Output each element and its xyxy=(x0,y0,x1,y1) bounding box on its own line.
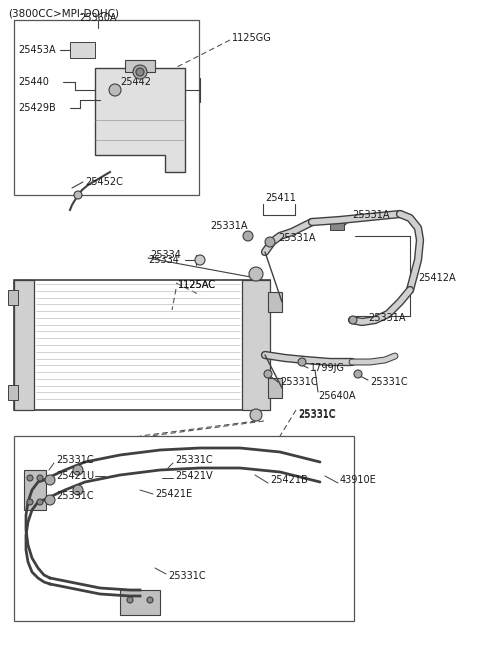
Text: 25331C: 25331C xyxy=(56,455,94,465)
Text: 25334: 25334 xyxy=(148,255,179,265)
Bar xyxy=(14,280,270,410)
Circle shape xyxy=(109,84,121,96)
Polygon shape xyxy=(24,470,46,510)
Text: 43910E: 43910E xyxy=(340,475,377,485)
Text: 25640A: 25640A xyxy=(318,391,356,401)
Circle shape xyxy=(249,267,263,281)
Circle shape xyxy=(27,475,33,481)
Text: 25421B: 25421B xyxy=(270,475,308,485)
Text: 1125AC: 1125AC xyxy=(178,280,216,290)
Bar xyxy=(268,292,282,312)
Bar xyxy=(242,280,270,410)
Circle shape xyxy=(37,499,43,505)
Text: 25412A: 25412A xyxy=(418,273,456,283)
Text: 1125GG: 1125GG xyxy=(232,33,272,43)
Text: 25452C: 25452C xyxy=(85,177,123,187)
Polygon shape xyxy=(8,385,18,400)
Circle shape xyxy=(354,370,362,378)
Bar xyxy=(14,20,199,195)
Circle shape xyxy=(45,495,55,505)
Polygon shape xyxy=(8,290,18,305)
Text: 25429B: 25429B xyxy=(18,103,56,113)
Circle shape xyxy=(127,597,133,603)
Polygon shape xyxy=(125,60,155,72)
Circle shape xyxy=(250,409,262,421)
Text: 25331A: 25331A xyxy=(352,210,389,220)
Polygon shape xyxy=(95,68,185,172)
Circle shape xyxy=(265,237,275,247)
Text: 1125AC: 1125AC xyxy=(178,280,216,290)
Circle shape xyxy=(73,465,83,475)
Text: 25331C: 25331C xyxy=(370,377,408,387)
Circle shape xyxy=(349,316,357,324)
Circle shape xyxy=(73,485,83,495)
Circle shape xyxy=(27,499,33,505)
Circle shape xyxy=(195,255,205,265)
Circle shape xyxy=(147,597,153,603)
Text: 25411: 25411 xyxy=(265,193,296,203)
Text: (3800CC>MPI-DOHC): (3800CC>MPI-DOHC) xyxy=(8,9,119,19)
Text: 25331C: 25331C xyxy=(298,409,336,419)
Bar xyxy=(14,280,34,410)
Polygon shape xyxy=(120,590,160,615)
Circle shape xyxy=(136,68,144,76)
Circle shape xyxy=(37,475,43,481)
Text: 25442: 25442 xyxy=(120,77,151,87)
Circle shape xyxy=(243,231,253,241)
Circle shape xyxy=(298,358,306,366)
Text: 25334: 25334 xyxy=(150,250,181,260)
Text: 25421U: 25421U xyxy=(56,471,94,481)
Polygon shape xyxy=(330,222,344,230)
Text: 25331A: 25331A xyxy=(368,313,406,323)
Text: 25421V: 25421V xyxy=(175,471,213,481)
Text: 25331C: 25331C xyxy=(280,377,318,387)
Text: 25331C: 25331C xyxy=(56,491,94,501)
Bar xyxy=(14,436,354,621)
Text: 25331C: 25331C xyxy=(298,410,336,420)
Text: 25331A: 25331A xyxy=(210,221,248,231)
Text: 25360A: 25360A xyxy=(79,13,117,23)
Text: 25421E: 25421E xyxy=(155,489,192,499)
Text: 25331A: 25331A xyxy=(278,233,315,243)
Bar xyxy=(268,378,282,398)
Circle shape xyxy=(133,65,147,79)
Circle shape xyxy=(45,475,55,485)
Circle shape xyxy=(264,370,272,378)
Text: 1799JG: 1799JG xyxy=(310,363,345,373)
Text: 25440: 25440 xyxy=(18,77,49,87)
Polygon shape xyxy=(70,42,95,58)
Text: 25453A: 25453A xyxy=(18,45,56,55)
Text: 25331C: 25331C xyxy=(175,455,213,465)
Text: 25331C: 25331C xyxy=(168,571,205,581)
Circle shape xyxy=(74,191,82,199)
